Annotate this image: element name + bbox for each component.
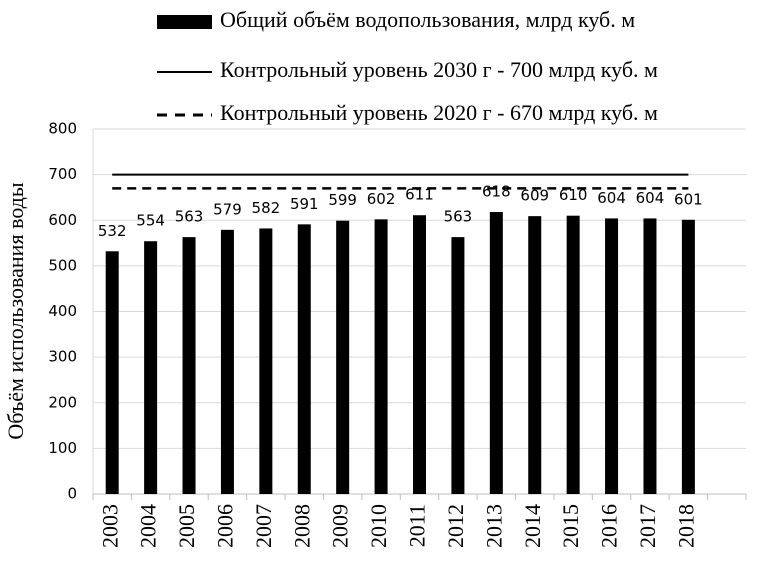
bar: [681, 219, 695, 494]
legend-swatch: [157, 15, 212, 29]
y-tick-label: 700: [48, 165, 77, 183]
data-label: 611: [405, 186, 434, 204]
x-tick-label: 2009: [328, 504, 353, 548]
bar: [413, 215, 426, 494]
y-tick-label: 600: [48, 211, 77, 229]
y-tick-label: 100: [48, 439, 77, 457]
x-tick-label: 2018: [673, 504, 698, 548]
bar: [566, 215, 580, 494]
x-tick-label: 2005: [174, 504, 199, 548]
y-tick-label: 400: [48, 302, 77, 320]
y-tick-label: 300: [48, 348, 77, 366]
y-tick-label: 0: [67, 485, 77, 503]
bar: [451, 237, 465, 494]
data-label: 582: [252, 199, 281, 217]
x-tick-label: 2016: [597, 504, 622, 548]
bar: [144, 241, 158, 494]
y-tick-label: 500: [48, 256, 77, 274]
data-label: 601: [674, 190, 703, 208]
data-label: 563: [175, 208, 204, 226]
x-tick-label: 2012: [443, 504, 468, 548]
data-label: 532: [98, 222, 127, 240]
bar: [336, 220, 350, 495]
bar: [182, 237, 196, 494]
bar: [528, 216, 542, 495]
x-tick-label: 2015: [558, 504, 583, 548]
data-label: 599: [328, 191, 357, 209]
bar: [259, 228, 273, 494]
data-label: 604: [636, 189, 665, 207]
data-label: 579: [213, 200, 242, 218]
data-label: 618: [482, 183, 511, 201]
data-label: 610: [559, 186, 588, 204]
x-tick-label: 2011: [405, 504, 430, 547]
bar: [489, 212, 503, 494]
y-axis-title: Объём использования воды: [3, 182, 28, 440]
x-tick-label: 2004: [136, 504, 161, 548]
bar: [605, 218, 619, 495]
bar: [643, 218, 657, 495]
data-label: 609: [520, 187, 549, 205]
data-label: 591: [290, 195, 319, 213]
x-tick-label: 2013: [481, 504, 506, 548]
x-tick-label: 2003: [97, 504, 122, 548]
x-tick-label: 2006: [212, 504, 237, 548]
x-tick-label: 2007: [251, 504, 276, 548]
x-tick-label: 2010: [366, 504, 391, 548]
x-tick-label: 2017: [635, 504, 660, 548]
bar: [374, 219, 388, 494]
legend-label: Общий объём водопользования, млрд куб. м: [220, 7, 635, 32]
y-tick-label: 200: [48, 393, 77, 411]
data-label: 563: [444, 208, 473, 226]
bar: [105, 251, 119, 494]
legend-label: Контрольный уровень 2020 г - 670 млрд ку…: [220, 100, 658, 125]
data-label: 602: [367, 190, 396, 208]
bar: [220, 229, 234, 495]
x-tick-label: 2008: [289, 504, 314, 548]
x-tick-label: 2014: [520, 504, 545, 548]
bar: [297, 224, 311, 494]
data-label: 554: [136, 212, 165, 230]
y-tick-label: 800: [48, 120, 77, 138]
legend-label: Контрольный уровень 2030 г - 700 млрд ку…: [220, 57, 658, 82]
data-label: 604: [597, 189, 626, 207]
